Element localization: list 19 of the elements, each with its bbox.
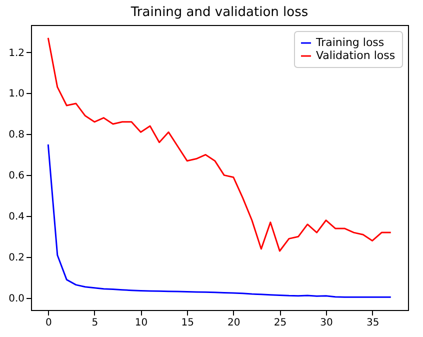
y-tick-label: 0.8 [8,130,24,141]
y-tick-label: 1.2 [8,48,24,59]
y-tick-label: 0.2 [8,252,24,264]
x-tick-label: 5 [92,318,98,328]
x-tick-label: 0 [45,318,52,328]
y-tick-label: 0.4 [8,212,24,223]
y-tick-label: 0.0 [8,294,24,305]
y-tick-label: 1.0 [8,88,24,100]
chart-title: Training and validation loss [130,5,308,20]
legend-label: Training loss [315,36,384,49]
line-series [47,144,392,298]
x-tick-label: 25 [274,318,287,328]
x-tick-label: 15 [181,318,194,328]
x-tick-label: 30 [320,318,333,328]
y-tick-label: 0.6 [8,170,24,182]
x-tick-label: 10 [134,318,148,328]
x-tick-label: 35 [366,318,380,328]
x-tick-label: 20 [228,318,240,328]
legend-label: Validation loss [316,49,396,62]
